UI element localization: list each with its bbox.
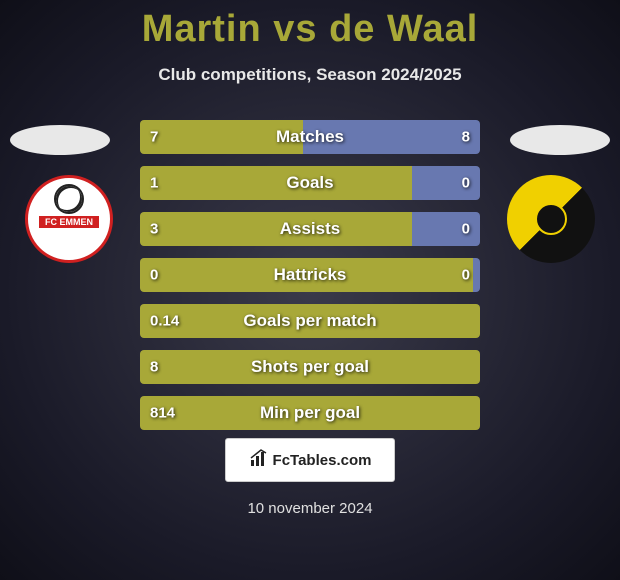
brand-text: FcTables.com	[273, 452, 372, 469]
stat-label: Goals	[140, 173, 480, 193]
stat-row: 00Hattricks	[140, 258, 480, 292]
stat-row: 78Matches	[140, 120, 480, 154]
stats-bars-container: 78Matches 10Goals 30Assists 00Hattricks 0.14…	[140, 120, 480, 442]
stat-label: Hattricks	[140, 265, 480, 285]
stat-label: Goals per match	[140, 311, 480, 331]
stat-label: Assists	[140, 219, 480, 239]
club-badge-left: FC EMMEN	[25, 175, 113, 263]
brand-chart-icon	[249, 448, 269, 473]
stat-row: 10Goals	[140, 166, 480, 200]
club-name-left: FC EMMEN	[39, 216, 99, 228]
stat-label: Min per goal	[140, 403, 480, 423]
stat-label: Matches	[140, 127, 480, 147]
comparison-title: Martin vs de Waal	[0, 0, 620, 51]
stat-row: 814Min per goal	[140, 396, 480, 430]
club-badge-right	[507, 175, 595, 263]
stat-label: Shots per goal	[140, 357, 480, 377]
brand-box[interactable]: FcTables.com	[225, 438, 395, 482]
stat-row: 0.14Goals per match	[140, 304, 480, 338]
stat-row: 8Shots per goal	[140, 350, 480, 384]
player-silhouette-left	[10, 125, 110, 155]
comparison-subtitle: Club competitions, Season 2024/2025	[0, 65, 620, 85]
comparison-date: 10 november 2024	[0, 500, 620, 517]
player-silhouette-right	[510, 125, 610, 155]
stat-row: 30Assists	[140, 212, 480, 246]
